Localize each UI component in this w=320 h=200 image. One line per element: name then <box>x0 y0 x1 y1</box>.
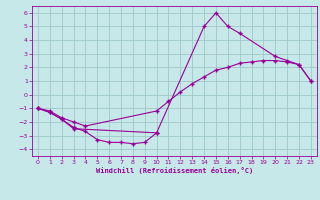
X-axis label: Windchill (Refroidissement éolien,°C): Windchill (Refroidissement éolien,°C) <box>96 167 253 174</box>
